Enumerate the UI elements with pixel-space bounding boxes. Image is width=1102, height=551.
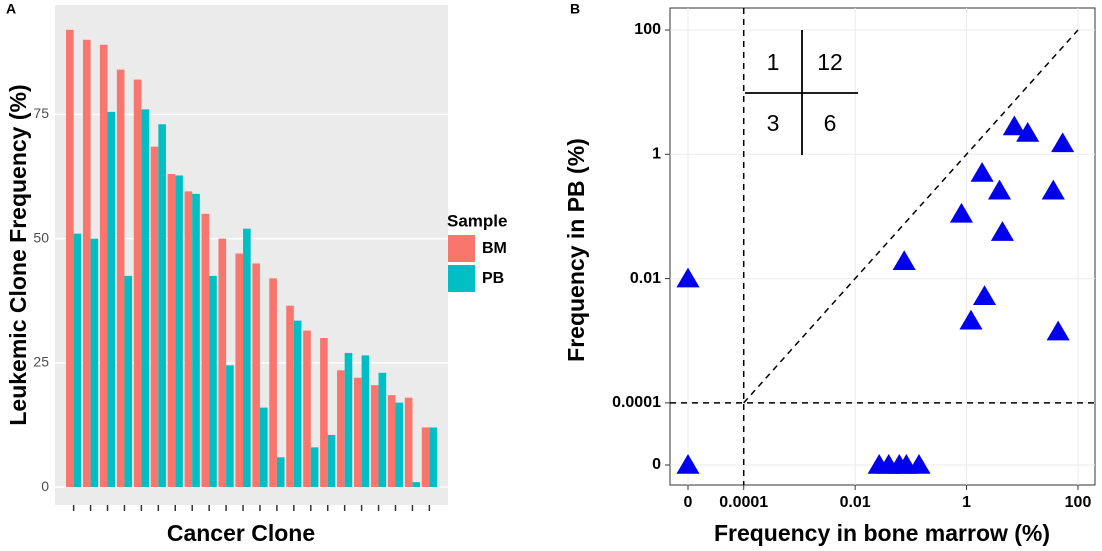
y-tick-label: 0: [652, 456, 661, 473]
panel-tag: B: [570, 1, 580, 17]
bar: [303, 330, 311, 488]
bar: [150, 146, 159, 488]
bar: [133, 79, 142, 488]
point: [1046, 320, 1070, 341]
bar: [243, 228, 251, 488]
bar: [90, 238, 99, 488]
bar: [99, 44, 108, 488]
point: [676, 454, 700, 474]
bar: [175, 175, 183, 488]
bar: [269, 278, 277, 488]
bar: [82, 39, 91, 488]
annotation: 3: [767, 110, 780, 136]
legend-swatch: [448, 265, 475, 292]
bar: [404, 397, 413, 488]
bar: [158, 124, 166, 488]
y-tick-label: 0: [41, 478, 49, 494]
bar: [226, 365, 234, 488]
bar: [320, 338, 328, 488]
bar: [124, 275, 133, 488]
x-axis-title: Cancer Clone: [167, 520, 315, 546]
y-tick-label: 75: [33, 105, 49, 121]
bar: [73, 233, 82, 488]
panel-b-background: [669, 7, 1096, 486]
bar: [192, 193, 200, 488]
x-axis-title: Frequency in bone marrow (%): [714, 520, 1050, 546]
point: [987, 179, 1012, 200]
bar: [141, 109, 150, 488]
bar: [412, 482, 421, 488]
point: [959, 309, 983, 330]
y-tick-label: 100: [634, 21, 661, 38]
x-tick-label: 100: [1065, 494, 1092, 511]
panel-tag: A: [6, 1, 16, 17]
bar: [286, 305, 294, 488]
y-tick-label: 0.01: [630, 270, 661, 287]
point: [990, 221, 1014, 241]
bar: [218, 238, 227, 488]
y-tick-label: 1: [652, 146, 661, 163]
legend-title: Sample: [447, 211, 507, 230]
bar: [293, 320, 302, 488]
bar: [209, 275, 217, 488]
point: [972, 285, 997, 306]
bar: [387, 395, 396, 488]
bar: [353, 377, 362, 488]
bar: [370, 385, 379, 488]
bar: [201, 213, 210, 488]
bar: [310, 447, 319, 488]
bar: [66, 29, 74, 488]
bar: [259, 407, 268, 488]
point: [907, 454, 931, 474]
y-axis-title: Leukemic Clone Frequency (%): [5, 84, 31, 425]
legend-label: PB: [482, 270, 504, 287]
bar: [344, 352, 353, 488]
point: [949, 202, 974, 223]
y-axis-title: Frequency in PB (%): [563, 138, 589, 362]
annotation: 1: [767, 49, 780, 75]
point: [1016, 122, 1040, 142]
y-tick-label: 0.0001: [612, 394, 661, 411]
bar: [361, 355, 370, 488]
bar: [252, 263, 260, 488]
bar: [378, 372, 387, 488]
bar: [184, 191, 193, 488]
annotation: 6: [824, 110, 837, 136]
x-tick-label: 0: [684, 494, 693, 511]
bar: [421, 427, 430, 488]
y-tick-label: 50: [33, 229, 49, 245]
bar: [167, 173, 176, 488]
point: [1051, 132, 1075, 153]
bar: [107, 111, 116, 488]
bar: [395, 402, 404, 488]
bar: [235, 253, 244, 488]
x-tick-label: 1: [962, 494, 971, 511]
legend-swatch: [448, 235, 475, 262]
annotation: 12: [817, 49, 843, 75]
point: [970, 161, 994, 182]
x-tick-label: 0.01: [840, 494, 871, 511]
point: [892, 250, 916, 271]
quadrant-cross: [745, 30, 858, 155]
bar: [276, 457, 285, 488]
x-tick-label: 0.0001: [719, 494, 768, 511]
bar: [429, 427, 437, 488]
y-tick-label: 25: [33, 354, 49, 370]
bar: [116, 69, 125, 488]
point: [1041, 179, 1065, 200]
point: [676, 267, 700, 288]
bar: [327, 434, 336, 488]
point: [1002, 115, 1026, 136]
legend-label: BM: [482, 240, 507, 257]
bar: [337, 370, 345, 488]
